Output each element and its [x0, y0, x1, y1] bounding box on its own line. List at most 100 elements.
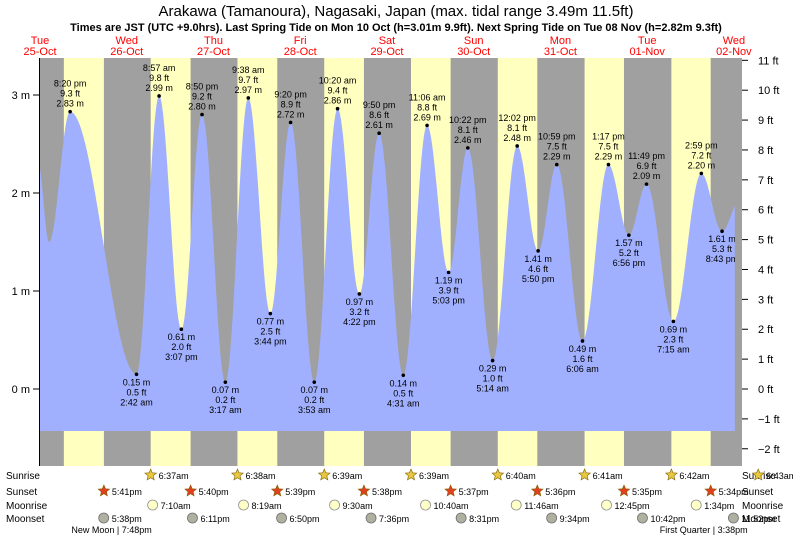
moonrise-icon — [147, 499, 159, 511]
y-tick-label: 3 m — [12, 90, 30, 102]
y-tick-label-ft: 7 ft — [758, 175, 773, 187]
moonrise-time: 10:40am — [434, 501, 469, 511]
tide-time-label: 4:22 pm — [343, 317, 376, 327]
low-tide-point — [401, 373, 406, 378]
tide-time-label: 8:43 pm — [706, 254, 739, 264]
tide-feet-label: 0.5 ft — [126, 387, 147, 397]
low-tide-point — [268, 311, 273, 316]
low-tide-point — [580, 339, 585, 343]
high-tide-point — [246, 96, 251, 100]
tide-labels: 8:20 pm9.3 ft2.83 m0.15 m0.5 ft2:42 am8:… — [54, 63, 738, 415]
moonrise-icon — [420, 499, 431, 511]
moonset-icon — [187, 512, 198, 524]
tide-time-label: 8:50 pm — [186, 82, 219, 92]
y-tick-label-ft: 8 ft — [758, 145, 773, 157]
low-tide-point — [134, 372, 139, 377]
row-label-right-sunset: Sunset — [742, 487, 773, 498]
moonset-icon — [276, 512, 287, 524]
moonrise-icon — [238, 499, 249, 511]
tide-feet-label: 8.1 ft — [507, 123, 528, 133]
day-header-date: 25-Oct — [23, 46, 56, 58]
tide-time-label: 5:50 pm — [522, 274, 555, 284]
day-header-date: 01-Nov — [629, 46, 665, 58]
sunset-time: 5:38pm — [372, 487, 402, 497]
day-header-date: 28-Oct — [284, 46, 317, 58]
sunset-icon — [704, 484, 718, 497]
tide-time-label: 10:20 am — [319, 76, 357, 86]
moonset-time: 11:52pm — [741, 514, 775, 524]
tide-time-label: 9:38 am — [232, 65, 265, 75]
moonset-icon — [365, 512, 377, 524]
tide-feet-label: 7.5 ft — [547, 142, 568, 152]
sunrise-icon — [317, 468, 331, 481]
sunrise-icon — [144, 468, 158, 481]
y-axis-feet: −2 ft −1 ft 0 ft 1 ft 2 ft 3 ft 4 ft 5 ft 6 ft 7 … — [735, 55, 780, 466]
sunset-icon — [184, 484, 198, 497]
tide-feet-label: 2.5 ft — [260, 327, 281, 337]
tide-meters-label: 0.07 m — [300, 385, 328, 395]
day-header-dow: Sun — [464, 35, 484, 47]
sunset-time: 5:37pm — [459, 487, 489, 497]
sunset-icon — [270, 484, 284, 497]
tide-feet-label: 9.3 ft — [60, 89, 81, 99]
y-tick-label-ft: 4 ft — [758, 264, 773, 276]
tide-meters-label: 0.29 m — [479, 364, 507, 374]
low-tide-point — [223, 380, 228, 384]
tide-time-label: 12:02 pm — [498, 113, 536, 123]
sunset-time: 5:41pm — [112, 487, 142, 497]
moonset-icon — [728, 512, 739, 524]
tide-feet-label: 5.3 ft — [712, 244, 733, 254]
low-tide-point — [357, 292, 362, 296]
sunset-icon — [357, 484, 371, 497]
y-axis-right-bar — [735, 58, 742, 466]
row-label-right-moonset: Moonset — [742, 514, 781, 525]
tide-feet-label: 9.7 ft — [238, 75, 259, 85]
sunrise-icon — [664, 468, 678, 481]
low-tide-point — [720, 229, 724, 234]
day-header-date: 02-Nov — [716, 46, 752, 58]
tide-meters-label: 0.69 m — [660, 324, 688, 334]
tide-time-label: 2:42 am — [120, 397, 153, 407]
tide-time-label: 7:15 am — [657, 344, 690, 354]
tide-meters-label: 0.97 m — [346, 297, 374, 307]
tide-time-label: 3:17 am — [209, 405, 242, 415]
tide-meters-label: 0.07 m — [212, 385, 240, 395]
moonrise-time: 9:30am — [343, 501, 373, 511]
day-header-dow: Mon — [550, 35, 571, 47]
low-tide-point — [671, 319, 676, 324]
tide-time-label: 6:06 am — [566, 364, 599, 374]
day-header-dow: Fri — [294, 35, 307, 47]
sun-moon-rows: SunriseSunriseSunsetSunsetMoonriseMoonri… — [6, 468, 793, 535]
sunset-icon — [97, 484, 111, 497]
day-header-dow: Thu — [204, 35, 223, 47]
sunset-icon — [617, 484, 631, 497]
tide-feet-label: 8.6 ft — [369, 110, 390, 120]
high-tide-point — [68, 109, 72, 114]
moonset-time: 9:34pm — [560, 514, 590, 524]
moon-phase-note: New Moon | 7:48pm — [71, 525, 151, 535]
moonrise-icon — [690, 499, 702, 511]
moonrise-time: 12:45pm — [615, 501, 650, 511]
tide-feet-label: 7.2 ft — [691, 150, 712, 160]
sunrise-time: 6:43am — [766, 471, 793, 481]
high-tide-point — [157, 94, 161, 98]
moonrise-time: 1:34pm — [704, 501, 734, 511]
sunrise-icon — [230, 468, 244, 481]
y-tick-label-ft: 6 ft — [758, 205, 773, 217]
tide-time-label: 9:20 pm — [274, 89, 307, 99]
high-tide-point — [425, 123, 429, 128]
tide-feet-label: 1.0 ft — [483, 374, 504, 384]
tide-feet-label: 9.8 ft — [149, 73, 170, 83]
sunrise-time: 6:41am — [593, 471, 623, 481]
moonrise-time: 8:19am — [252, 501, 282, 511]
row-label-moonrise: Moonrise — [6, 501, 48, 512]
tide-meters-label: 0.77 m — [257, 317, 285, 327]
low-tide-point — [179, 327, 184, 332]
tide-meters-label: 2.09 m — [633, 171, 661, 181]
tide-feet-label: 8.8 ft — [417, 102, 438, 112]
sunset-time: 5:35pm — [632, 487, 662, 497]
sunrise-icon — [578, 468, 592, 481]
tide-meters-label: 2.83 m — [56, 99, 84, 109]
tide-time-label: 6:56 pm — [613, 258, 646, 268]
sunset-time: 5:36pm — [545, 487, 575, 497]
